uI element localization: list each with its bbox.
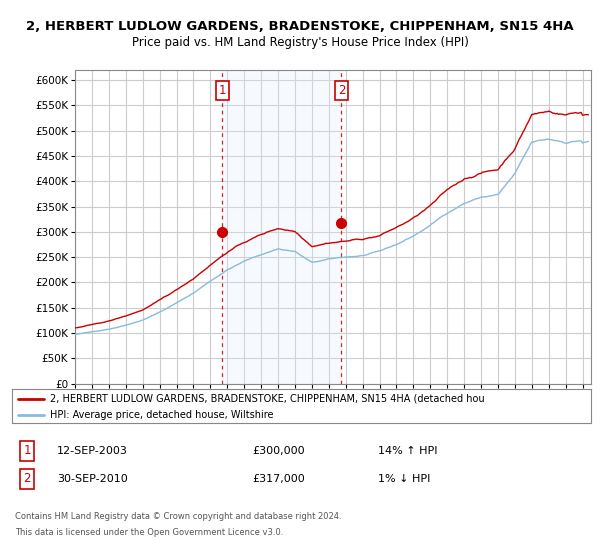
Text: HPI: Average price, detached house, Wiltshire: HPI: Average price, detached house, Wilt… — [50, 410, 273, 421]
Text: 12-SEP-2003: 12-SEP-2003 — [57, 446, 128, 456]
Text: £300,000: £300,000 — [252, 446, 305, 456]
Text: 1: 1 — [23, 444, 31, 458]
Text: This data is licensed under the Open Government Licence v3.0.: This data is licensed under the Open Gov… — [15, 528, 283, 536]
Text: 2, HERBERT LUDLOW GARDENS, BRADENSTOKE, CHIPPENHAM, SN15 4HA: 2, HERBERT LUDLOW GARDENS, BRADENSTOKE, … — [26, 20, 574, 32]
Text: 1: 1 — [218, 84, 226, 97]
Bar — [223, 70, 341, 384]
Text: 30-SEP-2010: 30-SEP-2010 — [57, 474, 128, 484]
Text: £317,000: £317,000 — [252, 474, 305, 484]
Text: 2, HERBERT LUDLOW GARDENS, BRADENSTOKE, CHIPPENHAM, SN15 4HA (detached hou: 2, HERBERT LUDLOW GARDENS, BRADENSTOKE, … — [50, 394, 484, 404]
Text: 2: 2 — [338, 84, 345, 97]
Text: 2: 2 — [23, 472, 31, 486]
Text: Price paid vs. HM Land Registry's House Price Index (HPI): Price paid vs. HM Land Registry's House … — [131, 36, 469, 49]
Text: 1% ↓ HPI: 1% ↓ HPI — [378, 474, 430, 484]
Text: Contains HM Land Registry data © Crown copyright and database right 2024.: Contains HM Land Registry data © Crown c… — [15, 512, 341, 521]
Text: 14% ↑ HPI: 14% ↑ HPI — [378, 446, 437, 456]
